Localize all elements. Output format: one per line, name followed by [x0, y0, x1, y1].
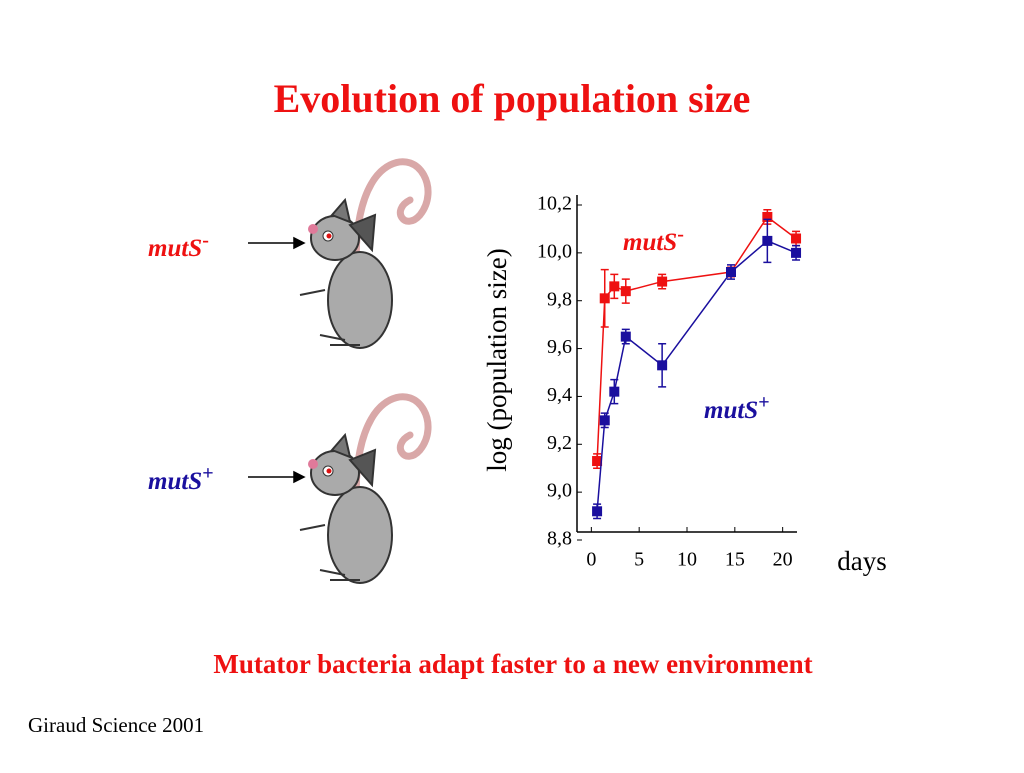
- y-tick-label: 9,8: [547, 288, 572, 310]
- arrows: [248, 236, 306, 484]
- series-label: mutS-: [148, 229, 209, 262]
- mouse-bottom: [299, 393, 432, 584]
- series-label: mutS-: [623, 223, 684, 256]
- marker: [762, 211, 773, 222]
- marker: [592, 506, 603, 517]
- marker: [791, 233, 802, 244]
- y-tick-label: 9,0: [547, 480, 572, 502]
- marker: [609, 281, 620, 292]
- y-tick-label: 9,6: [547, 336, 572, 358]
- y-axis-label: log (population size): [482, 248, 512, 471]
- y-tick-label: 10,0: [537, 240, 572, 262]
- marker: [599, 415, 610, 426]
- series-line: [596, 240, 797, 512]
- marker: [657, 360, 668, 371]
- y-tick-label: 9,4: [547, 384, 572, 406]
- x-tick-label: 5: [634, 549, 644, 571]
- marker: [791, 247, 802, 258]
- citation: Giraud Science 2001: [28, 713, 204, 737]
- slide-title: Evolution of population size: [274, 76, 751, 121]
- y-tick-label: 8,8: [547, 528, 572, 550]
- marker: [726, 267, 736, 277]
- marker: [592, 456, 603, 467]
- series-label: mutS+: [704, 391, 770, 424]
- marker: [620, 331, 631, 342]
- marker: [620, 286, 631, 297]
- x-axis-label: days: [837, 546, 887, 576]
- series-label: mutS+: [148, 462, 214, 495]
- mouse-top: [299, 158, 432, 349]
- x-tick-label: 20: [773, 549, 793, 571]
- y-tick-label: 10,2: [537, 193, 572, 215]
- x-tick-label: 0: [586, 549, 596, 571]
- y-tick-label: 9,2: [547, 432, 572, 454]
- marker: [657, 276, 668, 287]
- marker: [599, 293, 610, 304]
- x-tick-label: 15: [725, 549, 745, 571]
- x-tick-label: 10: [677, 549, 697, 571]
- caption: Mutator bacteria adapt faster to a new e…: [213, 649, 812, 679]
- marker: [609, 386, 620, 397]
- marker: [762, 235, 773, 246]
